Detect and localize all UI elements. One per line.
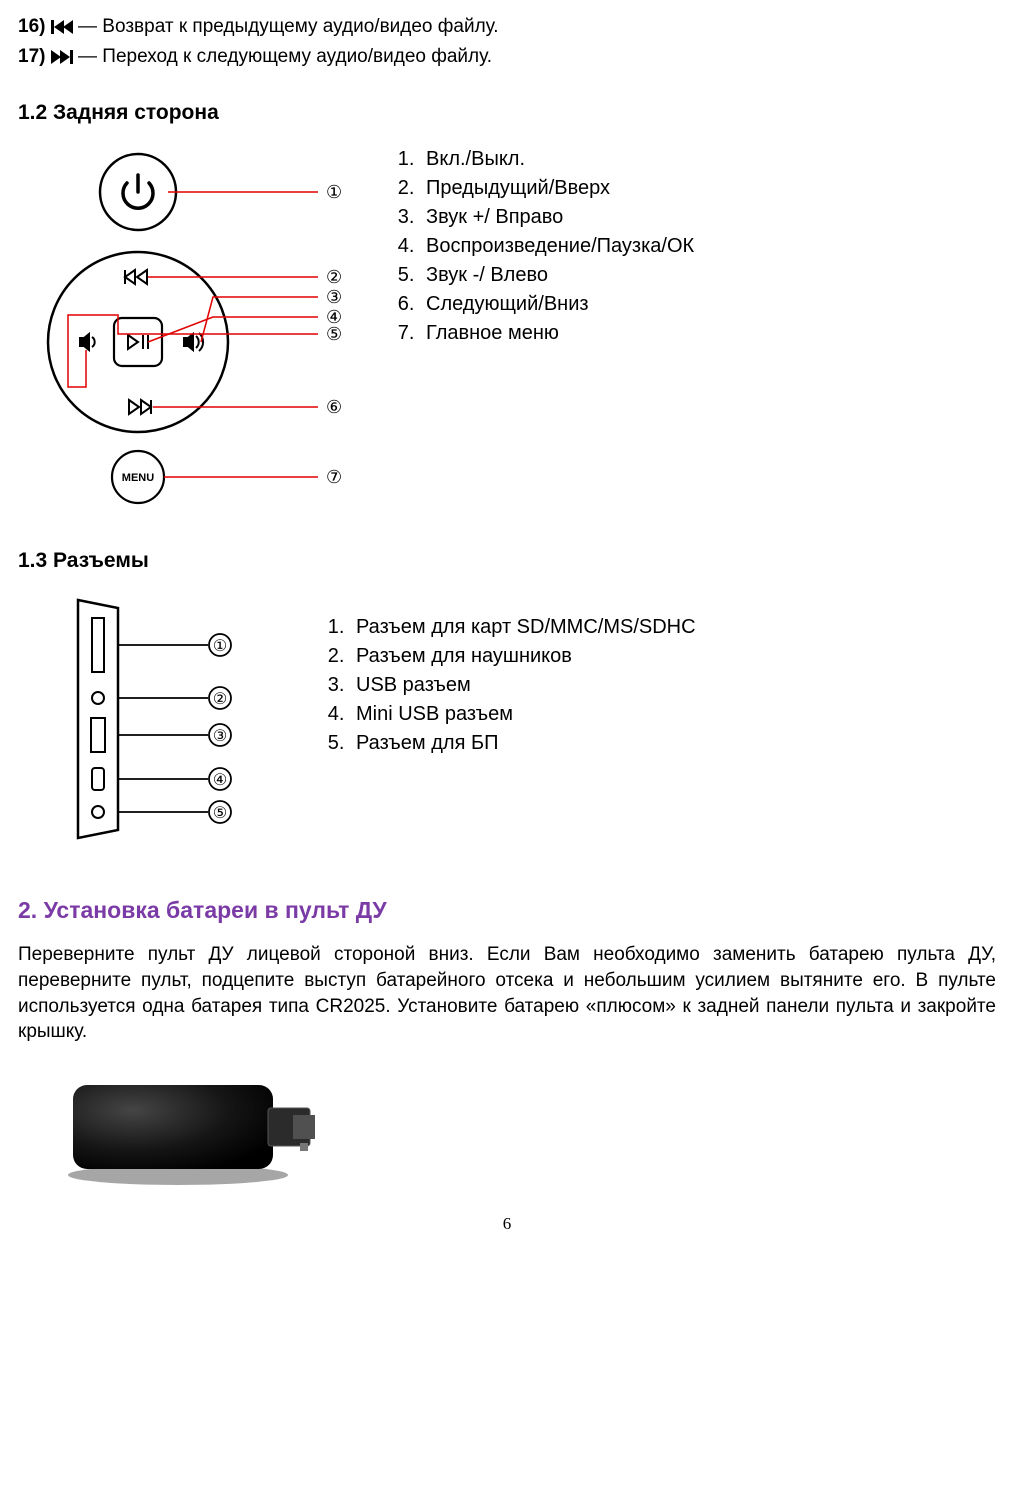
legend-1-2-item: Предыдущий/Вверх: [420, 175, 996, 202]
item-17-desc: — Переход к следующему аудио/видео файлу…: [78, 46, 492, 67]
svg-text:⑤: ⑤: [213, 805, 227, 822]
svg-text:③: ③: [213, 728, 227, 745]
item-16-num: 16): [18, 16, 45, 37]
svg-text:③: ③: [326, 287, 342, 307]
legend-1-2: Вкл./Выкл. Предыдущий/Вверх Звук +/ Впра…: [394, 146, 996, 347]
heading-chapter-2: 2. Установка батареи в пульт ДУ: [18, 895, 996, 926]
chapter-2-body: Переверните пульт ДУ лицевой стороной вн…: [18, 942, 996, 1045]
svg-text:⑤: ⑤: [326, 324, 342, 344]
item-17-num: 17): [18, 46, 45, 67]
svg-text:②: ②: [213, 691, 227, 708]
legend-1-2-item: Вкл./Выкл.: [420, 146, 996, 173]
remote-battery-illustration: [18, 1063, 996, 1201]
legend-1-3-item: USB разъем: [350, 672, 996, 699]
item-16-desc: — Возврат к предыдущему аудио/видео файл…: [78, 16, 499, 37]
svg-text:②: ②: [326, 267, 342, 287]
svg-text:①: ①: [213, 638, 227, 655]
diagram-1-2: ① ② ③: [18, 142, 358, 520]
diagram-1-3: ① ② ③ ④ ⑤: [18, 590, 288, 858]
legend-1-2-item: Звук -/ Влево: [420, 262, 996, 289]
skip-next-icon: [51, 46, 73, 72]
legend-1-3-item: Разъем для карт SD/MMC/MS/SDHC: [350, 614, 996, 641]
legend-1-2-item: Воспроизведение/Паузка/ОК: [420, 233, 996, 260]
skip-prev-icon: [51, 16, 73, 42]
legend-1-2-item: Звук +/ Вправо: [420, 204, 996, 231]
item-17: 17) — Переход к следующему аудио/видео ф…: [18, 44, 996, 72]
svg-text:①: ①: [326, 182, 342, 202]
svg-text:MENU: MENU: [122, 472, 154, 484]
heading-1-3: 1.3 Разъемы: [18, 547, 996, 575]
svg-text:⑦: ⑦: [326, 467, 342, 487]
legend-1-3-item: Разъем для БП: [350, 730, 996, 757]
svg-text:④: ④: [213, 772, 227, 789]
legend-1-3-item: Разъем для наушников: [350, 643, 996, 670]
svg-text:⑥: ⑥: [326, 397, 342, 417]
page-number: 6: [18, 1213, 996, 1236]
legend-1-3: Разъем для карт SD/MMC/MS/SDHC Разъем дл…: [324, 614, 996, 757]
legend-1-2-item: Главное меню: [420, 320, 996, 347]
item-16: 16) — Возврат к предыдущему аудио/видео …: [18, 14, 996, 42]
legend-1-2-item: Следующий/Вниз: [420, 291, 996, 318]
heading-1-2: 1.2 Задняя сторона: [18, 99, 996, 127]
legend-1-3-item: Mini USB разъем: [350, 701, 996, 728]
